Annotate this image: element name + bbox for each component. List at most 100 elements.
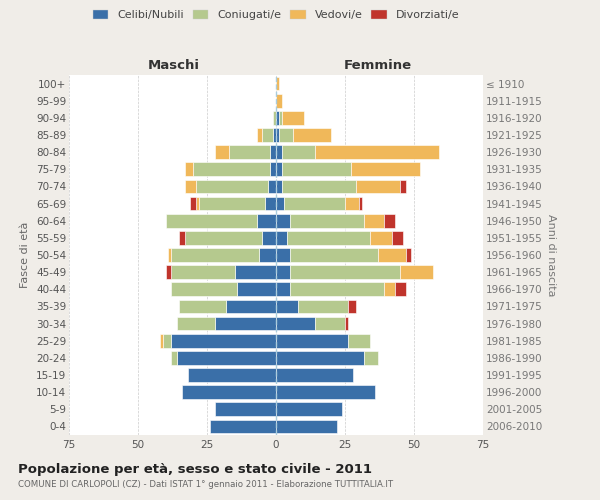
Bar	[276, 180, 281, 194]
Bar	[185, 180, 196, 194]
Bar	[262, 128, 273, 142]
Bar	[257, 214, 276, 228]
Bar	[370, 231, 392, 244]
Bar	[196, 196, 199, 210]
Bar	[259, 248, 276, 262]
Bar	[276, 402, 342, 416]
Bar	[276, 334, 348, 347]
Bar	[279, 111, 281, 124]
Bar	[284, 196, 345, 210]
Bar	[314, 316, 345, 330]
Bar	[166, 214, 257, 228]
Bar	[271, 146, 276, 159]
Bar	[279, 128, 293, 142]
Bar	[290, 282, 383, 296]
Bar	[350, 162, 419, 176]
Bar	[345, 196, 359, 210]
Bar	[199, 196, 265, 210]
Bar	[290, 214, 364, 228]
Bar	[281, 146, 314, 159]
Bar	[265, 196, 276, 210]
Bar	[276, 146, 281, 159]
Bar	[215, 146, 229, 159]
Y-axis label: Anni di nascita: Anni di nascita	[547, 214, 556, 296]
Bar	[179, 300, 226, 314]
Bar	[226, 300, 276, 314]
Bar	[276, 76, 279, 90]
Bar	[190, 196, 196, 210]
Bar	[276, 351, 364, 364]
Bar	[290, 266, 400, 279]
Bar	[238, 282, 276, 296]
Bar	[188, 368, 276, 382]
Bar	[348, 334, 370, 347]
Bar	[298, 300, 348, 314]
Bar	[276, 196, 284, 210]
Bar	[229, 146, 271, 159]
Bar	[273, 111, 276, 124]
Bar	[182, 386, 276, 399]
Bar	[281, 162, 350, 176]
Bar	[378, 248, 406, 262]
Bar	[276, 420, 337, 434]
Bar	[215, 402, 276, 416]
Bar	[276, 162, 281, 176]
Bar	[179, 231, 185, 244]
Bar	[215, 316, 276, 330]
Bar	[171, 266, 235, 279]
Bar	[160, 334, 163, 347]
Bar	[383, 214, 395, 228]
Text: Maschi: Maschi	[148, 58, 200, 71]
Bar	[276, 128, 279, 142]
Bar	[276, 386, 376, 399]
Text: COMUNE DI CARLOPOLI (CZ) - Dati ISTAT 1° gennaio 2011 - Elaborazione TUTTITALIA.: COMUNE DI CARLOPOLI (CZ) - Dati ISTAT 1°…	[18, 480, 393, 489]
Text: Popolazione per età, sesso e stato civile - 2011: Popolazione per età, sesso e stato civil…	[18, 462, 372, 475]
Bar	[176, 351, 276, 364]
Bar	[262, 231, 276, 244]
Bar	[276, 248, 290, 262]
Bar	[348, 300, 356, 314]
Bar	[364, 351, 378, 364]
Bar	[276, 94, 281, 108]
Bar	[364, 214, 383, 228]
Bar	[171, 351, 176, 364]
Bar	[359, 196, 362, 210]
Bar	[271, 162, 276, 176]
Bar	[314, 146, 439, 159]
Bar	[171, 248, 259, 262]
Bar	[166, 266, 171, 279]
Bar	[210, 420, 276, 434]
Bar	[400, 180, 406, 194]
Bar	[356, 180, 400, 194]
Bar	[185, 162, 193, 176]
Bar	[383, 282, 395, 296]
Bar	[276, 111, 279, 124]
Bar	[281, 180, 356, 194]
Y-axis label: Fasce di età: Fasce di età	[20, 222, 31, 288]
Bar	[185, 231, 262, 244]
Bar	[287, 231, 370, 244]
Bar	[169, 248, 171, 262]
Bar	[276, 316, 314, 330]
Bar	[290, 248, 378, 262]
Bar	[268, 180, 276, 194]
Bar	[345, 316, 348, 330]
Bar	[276, 300, 298, 314]
Bar	[281, 111, 304, 124]
Bar	[257, 128, 262, 142]
Bar	[406, 248, 411, 262]
Bar	[273, 128, 276, 142]
Bar	[276, 214, 290, 228]
Text: Femmine: Femmine	[344, 58, 412, 71]
Bar	[400, 266, 433, 279]
Bar	[176, 316, 215, 330]
Legend: Celibi/Nubili, Coniugati/e, Vedovi/e, Divorziati/e: Celibi/Nubili, Coniugati/e, Vedovi/e, Di…	[88, 6, 464, 25]
Bar	[395, 282, 406, 296]
Bar	[392, 231, 403, 244]
Bar	[171, 282, 238, 296]
Bar	[235, 266, 276, 279]
Bar	[276, 282, 290, 296]
Bar	[163, 334, 171, 347]
Bar	[293, 128, 331, 142]
Bar	[196, 180, 268, 194]
